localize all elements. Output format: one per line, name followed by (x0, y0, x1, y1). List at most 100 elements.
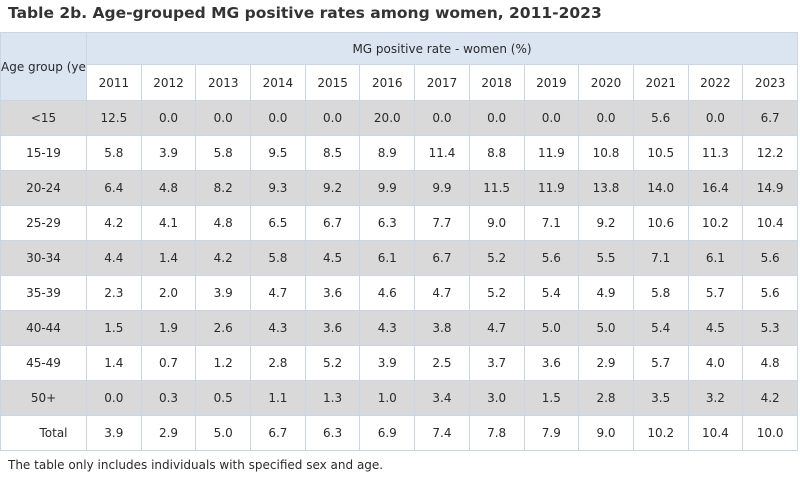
rate-cell: 7.1 (632, 240, 689, 276)
rate-cell: 5.8 (86, 135, 142, 171)
rate-cell: 1.4 (140, 240, 197, 276)
rate-cell: 0.0 (195, 100, 252, 136)
year-header-cell: 2012 (140, 64, 197, 101)
rate-cell: 3.6 (304, 310, 361, 346)
rate-cell: 9.2 (304, 170, 361, 206)
rate-cell: 0.0 (468, 100, 525, 136)
rate-cell: 14.0 (632, 170, 689, 206)
table-row: 40-44 1.5 1.9 2.6 4.3 3.6 4.3 3.8 4.7 5.0 5.0 5.4 4.… (0, 310, 798, 346)
rate-cell: 0.0 (687, 100, 744, 136)
year-header-cell: 2013 (195, 64, 252, 101)
rate-cell: 4.8 (195, 205, 252, 241)
year-header-cell: 2018 (468, 64, 525, 101)
rate-cell: 10.8 (578, 135, 634, 171)
age-group-cell: 30-34 (0, 240, 87, 276)
year-header-cell: 2015 (304, 64, 361, 101)
rate-cell: 8.2 (195, 170, 252, 206)
rate-cell: 4.9 (578, 275, 634, 311)
rate-cell: 1.3 (304, 380, 361, 416)
rate-cell: 5.2 (304, 345, 361, 381)
rate-cell: 3.6 (523, 345, 580, 381)
rate-cell: 8.9 (359, 135, 416, 171)
rate-cell: 2.8 (578, 380, 634, 416)
age-group-cell: Total (0, 415, 87, 451)
rate-cell: 0.0 (578, 100, 634, 136)
year-header-cell: 2014 (250, 64, 306, 101)
rate-cell: 6.7 (304, 205, 361, 241)
rate-cell: 9.5 (250, 135, 306, 171)
rate-cell: 9.9 (359, 170, 416, 206)
rate-cell: 5.5 (578, 240, 634, 276)
rate-cell: 5.0 (578, 310, 634, 346)
rate-cell: 5.7 (687, 275, 744, 311)
table-row: 25-29 4.2 4.1 4.8 6.5 6.7 6.3 7.7 9.0 7.1 9.2 10.6 1… (0, 205, 798, 241)
rate-cell: 11.9 (523, 135, 580, 171)
table-row: 20-24 6.4 4.8 8.2 9.3 9.2 9.9 9.9 11.5 11.9 13.8 14… (0, 170, 798, 206)
rate-cell: 5.2 (468, 240, 525, 276)
rate-cell: 14.9 (742, 170, 798, 206)
rate-cell: 6.3 (304, 415, 361, 451)
rate-cell: 5.0 (195, 415, 252, 451)
rate-cell: 11.5 (468, 170, 525, 206)
table-row: Total 3.9 2.9 5.0 6.7 6.3 6.9 7.4 7.8 7.9 9.0 10.2 1… (0, 415, 798, 451)
rate-cell: 5.6 (523, 240, 580, 276)
rate-cell: 2.9 (140, 415, 197, 451)
rate-cell: 0.0 (523, 100, 580, 136)
age-group-cell: 40-44 (0, 310, 87, 346)
year-header-cell: 2022 (687, 64, 744, 101)
rate-cell: 0.5 (195, 380, 252, 416)
table-body: <15 12.5 0.0 0.0 0.0 0.0 20.0 0.0 0.0 0.0 0.0 5.6 0.… (0, 100, 798, 451)
rate-cell: 4.7 (468, 310, 525, 346)
rate-cell: 5.8 (250, 240, 306, 276)
rate-cell: 9.9 (414, 170, 470, 206)
year-header-cell: 2023 (742, 64, 798, 101)
rate-cell: 7.8 (468, 415, 525, 451)
table-row: 30-34 4.4 1.4 4.2 5.8 4.5 6.1 6.7 5.2 5.6 5.5 7.1 6.… (0, 240, 798, 276)
rate-cell: 7.1 (523, 205, 580, 241)
rate-cell: 0.0 (140, 100, 197, 136)
header-row-top: Age group (years) MG positive rate - wom… (0, 32, 798, 101)
rate-cell: 16.4 (687, 170, 744, 206)
rate-cell: 4.8 (742, 345, 798, 381)
rate-cell: 2.3 (86, 275, 142, 311)
rate-cell: 4.3 (359, 310, 416, 346)
rate-cell: 6.7 (414, 240, 470, 276)
age-group-cell: 15-19 (0, 135, 87, 171)
rate-cell: 3.2 (687, 380, 744, 416)
rate-cell: 5.6 (632, 100, 689, 136)
rate-cell: 7.9 (523, 415, 580, 451)
rate-cell: 0.7 (140, 345, 197, 381)
year-header-row: 2011 2012 2013 2014 2015 2016 2017 2018 2019 2020… (1, 64, 798, 101)
rate-cell: 4.8 (140, 170, 197, 206)
rate-cell: 4.7 (414, 275, 470, 311)
rate-cell: 9.3 (250, 170, 306, 206)
rate-cell: 3.5 (632, 380, 689, 416)
table-row: <15 12.5 0.0 0.0 0.0 0.0 20.0 0.0 0.0 0.0 0.0 5.6 0.… (0, 100, 798, 136)
rate-cell: 2.9 (578, 345, 634, 381)
rate-cell: 10.0 (742, 415, 798, 451)
rate-cell: 2.8 (250, 345, 306, 381)
rate-cell: 12.5 (86, 100, 142, 136)
rate-header: MG positive rate - women (%) (86, 32, 798, 65)
mg-rate-table: Age group (years) MG positive rate - wom… (0, 32, 798, 451)
rate-cell: 0.0 (250, 100, 306, 136)
rate-cell: 5.2 (468, 275, 525, 311)
year-header-cell: 2021 (632, 64, 689, 101)
rate-cell: 0.0 (414, 100, 470, 136)
rate-cell: 0.0 (304, 100, 361, 136)
rate-cell: 4.4 (86, 240, 142, 276)
rate-cell: 5.4 (523, 275, 580, 311)
rate-cell: 9.2 (578, 205, 634, 241)
rate-cell: 11.4 (414, 135, 470, 171)
rate-cell: 8.8 (468, 135, 525, 171)
rate-cell: 3.9 (86, 415, 142, 451)
rate-cell: 3.9 (359, 345, 416, 381)
rate-cell: 11.3 (687, 135, 744, 171)
rate-cell: 4.1 (140, 205, 197, 241)
rate-cell: 1.5 (523, 380, 580, 416)
rate-cell: 5.4 (632, 310, 689, 346)
rate-cell: 2.6 (195, 310, 252, 346)
rate-cell: 1.0 (359, 380, 416, 416)
table-row: 45-49 1.4 0.7 1.2 2.8 5.2 3.9 2.5 3.7 3.6 2.9 5.7 4.… (0, 345, 798, 381)
rate-cell: 10.2 (687, 205, 744, 241)
